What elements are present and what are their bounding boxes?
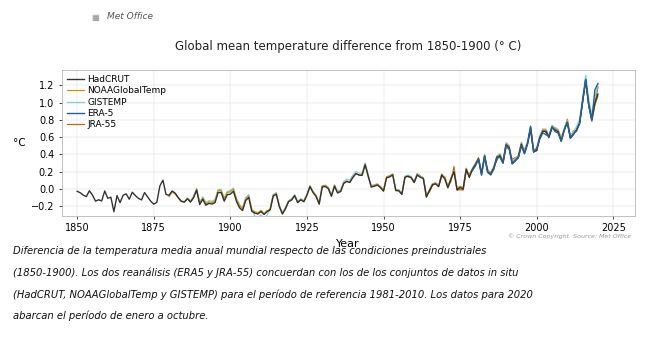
NOAAGlobalTemp (575, 121, 583, 125)
Line: NOAAGlobalTemp: NOAAGlobalTemp (169, 81, 598, 214)
Text: (1850-1900). Los dos reanálisis (ERA5 y JRA-55) concuerdan con los de los conjun: (1850-1900). Los dos reanálisis (ERA5 y … (13, 268, 518, 278)
ERA-5 (533, 146, 540, 150)
ERA-5 (570, 132, 577, 136)
JRA-55 (582, 80, 590, 84)
ERA-5 (551, 129, 559, 134)
ERA-5 (545, 134, 553, 138)
X-axis label: Year: Year (337, 239, 360, 249)
GISTEMP (575, 117, 583, 121)
GISTEMP (533, 146, 540, 150)
Line: HadCRUT: HadCRUT (77, 80, 598, 215)
HadCRUT (383, 176, 391, 180)
ERA-5 (514, 155, 522, 159)
GISTEMP (594, 82, 602, 86)
ERA-5 (518, 144, 525, 148)
JRA-55 (539, 127, 547, 131)
JRA-55 (591, 101, 599, 105)
Text: Global mean temperature difference from 1850-1900 (° C): Global mean temperature difference from … (175, 40, 521, 53)
ERA-5 (530, 150, 538, 154)
JRA-55 (459, 188, 467, 192)
ERA-5 (536, 137, 544, 141)
HadCRUT (401, 175, 409, 179)
HadCRUT (168, 189, 176, 193)
ERA-5 (566, 136, 574, 140)
ERA-5 (539, 131, 547, 135)
ERA-5 (563, 120, 571, 125)
NOAAGlobalTemp (533, 147, 540, 151)
ERA-5 (591, 88, 599, 92)
ERA-5 (496, 155, 504, 159)
HadCRUT (594, 92, 602, 96)
HadCRUT (441, 177, 449, 181)
NOAAGlobalTemp (582, 79, 590, 83)
GISTEMP (260, 216, 268, 220)
GISTEMP (582, 73, 590, 77)
Legend: HadCRUT, NOAAGlobalTemp, GISTEMP, ERA-5, JRA-55: HadCRUT, NOAAGlobalTemp, GISTEMP, ERA-5,… (66, 73, 168, 131)
Text: Met Office: Met Office (107, 12, 154, 21)
NOAAGlobalTemp (279, 211, 286, 216)
Text: abarcan el período de enero a octubre.: abarcan el período de enero a octubre. (13, 311, 208, 321)
JRA-55 (404, 174, 412, 179)
Text: (HadCRUT, NOAAGlobalTemp y GISTEMP) para el período de referencia 1981-2010. Los: (HadCRUT, NOAAGlobalTemp y GISTEMP) para… (13, 289, 533, 300)
JRA-55 (422, 193, 430, 197)
ERA-5 (478, 173, 486, 177)
ERA-5 (548, 125, 556, 129)
ERA-5 (475, 157, 482, 161)
ERA-5 (579, 99, 587, 104)
ERA-5 (575, 122, 583, 126)
HadCRUT (260, 213, 268, 217)
ERA-5 (511, 159, 519, 163)
NOAAGlobalTemp (309, 190, 317, 194)
ERA-5 (594, 82, 602, 86)
GISTEMP (165, 194, 173, 199)
HadCRUT (518, 142, 525, 147)
JRA-55 (594, 85, 602, 89)
JRA-55 (502, 146, 510, 150)
Text: © Crown Copyright. Source: Met Office: © Crown Copyright. Source: Met Office (508, 234, 631, 239)
NOAAGlobalTemp (165, 194, 173, 199)
JRA-55 (465, 172, 473, 176)
ERA-5 (588, 118, 596, 122)
ERA-5 (493, 155, 501, 159)
NOAAGlobalTemp (168, 190, 176, 194)
ERA-5 (521, 152, 529, 156)
ERA-5 (508, 162, 516, 166)
ERA-5 (542, 133, 550, 137)
ERA-5 (484, 170, 492, 174)
NOAAGlobalTemp (189, 195, 197, 199)
ERA-5 (471, 163, 479, 168)
HadCRUT (582, 77, 590, 82)
Y-axis label: °C: °C (13, 138, 26, 148)
ERA-5 (557, 139, 565, 143)
GISTEMP (542, 127, 550, 131)
GISTEMP (168, 190, 176, 194)
ERA-5 (582, 77, 590, 81)
JRA-55 (496, 152, 504, 156)
ERA-5 (469, 169, 477, 173)
NOAAGlobalTemp (542, 128, 550, 132)
ERA-5 (499, 161, 507, 165)
ERA-5 (487, 173, 495, 177)
HadCRUT (542, 129, 550, 133)
ERA-5 (561, 128, 568, 132)
Text: Diferencia de la temperatura media anual mundial respecto de las condiciones pre: Diferencia de la temperatura media anual… (13, 246, 486, 256)
ERA-5 (573, 128, 581, 132)
Line: GISTEMP: GISTEMP (169, 75, 598, 218)
ERA-5 (480, 154, 488, 158)
GISTEMP (189, 194, 197, 198)
Line: JRA-55: JRA-55 (408, 82, 598, 195)
ERA-5 (502, 143, 510, 147)
Text: ▦: ▦ (91, 13, 99, 22)
HadCRUT (74, 189, 81, 193)
ERA-5 (527, 124, 534, 128)
ERA-5 (554, 131, 562, 135)
ERA-5 (585, 104, 592, 108)
NOAAGlobalTemp (594, 94, 602, 98)
ERA-5 (523, 142, 531, 146)
ERA-5 (490, 167, 498, 171)
Line: ERA-5: ERA-5 (473, 79, 598, 175)
GISTEMP (309, 190, 317, 194)
ERA-5 (505, 147, 513, 151)
